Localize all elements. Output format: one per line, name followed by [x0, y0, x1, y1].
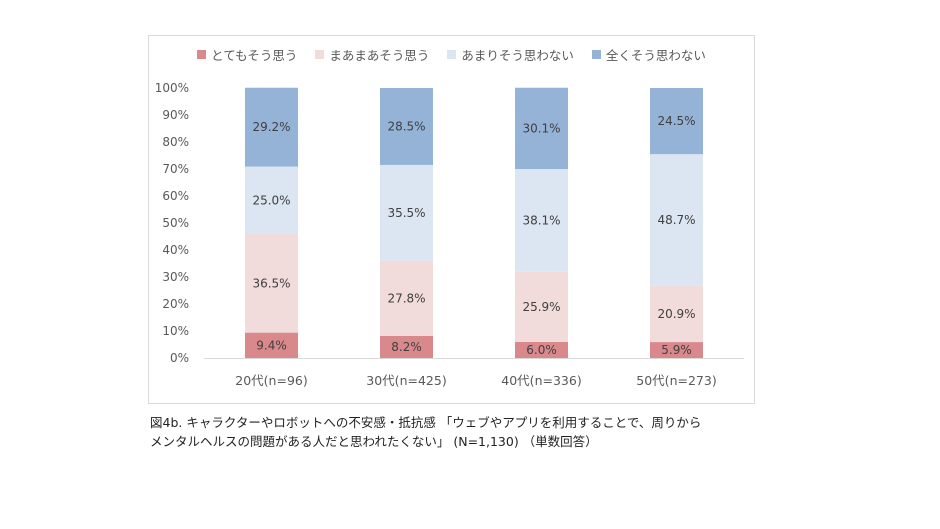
- bar-segment: [245, 87, 298, 167]
- data-label: 25.0%: [252, 193, 290, 207]
- bar-segment: [515, 271, 568, 342]
- legend-label: とてもそう思う: [211, 48, 298, 63]
- legend: とてもそう思う まあまあそう思う あまりそう思わない 全くそう思わない: [149, 45, 754, 64]
- data-label: 35.5%: [387, 206, 425, 220]
- y-tick-label: 20%: [162, 297, 189, 311]
- data-label: 20.9%: [657, 307, 695, 321]
- x-category-label: 40代(n=336): [501, 373, 581, 388]
- data-label: 25.9%: [522, 300, 560, 314]
- legend-item-strongly-agree: とてもそう思う: [197, 45, 297, 64]
- data-label: 24.5%: [657, 114, 695, 128]
- stacked-bar-chart: 0% 10% 20% 30% 40% 50% 60% 70% 80% 90% 100% 9.4% 36.…: [155, 81, 744, 388]
- data-label: 28.5%: [387, 119, 425, 133]
- y-tick-label: 40%: [162, 243, 189, 257]
- data-label: 27.8%: [387, 291, 425, 305]
- y-tick-label: 60%: [162, 189, 189, 203]
- legend-swatch: [447, 50, 457, 59]
- bar-segment: [245, 166, 298, 235]
- legend-label: 全くそう思わない: [605, 48, 706, 63]
- y-tick-label: 80%: [162, 135, 189, 149]
- bar-segment: [245, 234, 298, 333]
- y-tick-label: 0%: [170, 351, 189, 365]
- data-label: 30.1%: [522, 121, 560, 135]
- x-category-label: 30代(n=425): [366, 373, 446, 388]
- bar-segment: [515, 341, 568, 358]
- figure-caption: 図4b. キャラクターやロボットへの不安感・抵抗感 「ウェブやアプリを利用するこ…: [150, 413, 790, 451]
- bar-segment: [515, 169, 568, 272]
- y-tick-label: 100%: [155, 81, 189, 95]
- x-category-label: 50代(n=273): [636, 373, 716, 388]
- data-label: 29.2%: [252, 120, 290, 134]
- bar-segment: [380, 88, 433, 165]
- caption-line-2: メンタルヘルスの問題がある人だと思われたくない」 (N=1,130) （単数回答…: [150, 434, 598, 449]
- y-tick-label: 30%: [162, 270, 189, 284]
- chart-frame: とてもそう思う まあまあそう思う あまりそう思わない 全くそう思わない 0% 10…: [148, 35, 755, 404]
- legend-swatch: [197, 50, 207, 59]
- data-label: 48.7%: [657, 213, 695, 227]
- x-category-label: 20代(n=96): [235, 373, 307, 388]
- legend-label: あまりそう思わない: [461, 48, 574, 63]
- y-tick-label: 90%: [162, 108, 189, 122]
- bar-segment: [515, 87, 568, 169]
- data-label: 8.2%: [391, 340, 422, 354]
- data-label: 6.0%: [526, 343, 557, 357]
- bar-segment: [380, 164, 433, 261]
- caption-line-1: 図4b. キャラクターやロボットへの不安感・抵抗感 「ウェブやアプリを利用するこ…: [150, 415, 702, 430]
- data-label: 5.9%: [661, 343, 692, 357]
- data-label: 38.1%: [522, 213, 560, 227]
- y-tick-label: 50%: [162, 216, 189, 230]
- data-label: 36.5%: [252, 276, 290, 290]
- legend-item-strongly-disagree: 全くそう思わない: [591, 45, 706, 64]
- data-label: 9.4%: [256, 338, 287, 352]
- bar-segment: [245, 332, 298, 358]
- legend-item-somewhat-disagree: あまりそう思わない: [447, 45, 574, 64]
- legend-swatch: [315, 50, 325, 59]
- bar-segment: [380, 335, 433, 358]
- legend-item-somewhat-agree: まあまあそう思う: [315, 45, 429, 64]
- y-tick-label: 10%: [162, 324, 189, 338]
- legend-swatch: [591, 50, 601, 59]
- bar-segment: [650, 154, 703, 286]
- bar-segment: [650, 342, 703, 358]
- legend-label: まあまあそう思う: [329, 48, 430, 63]
- y-tick-label: 70%: [162, 162, 189, 176]
- bar-segment: [650, 285, 703, 343]
- bar-segment: [650, 88, 703, 155]
- bar-segment: [380, 260, 433, 336]
